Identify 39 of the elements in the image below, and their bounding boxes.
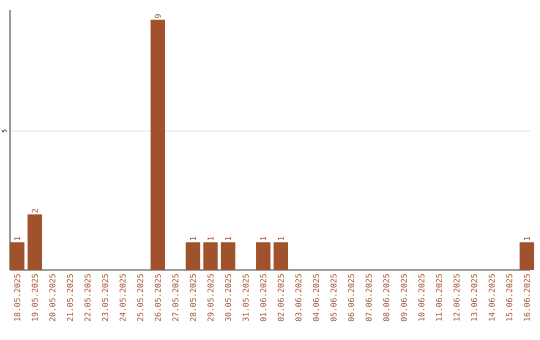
x-tick-label: 09.06.2025: [400, 274, 407, 322]
x-tick-label: 08.06.2025: [383, 274, 390, 322]
x-tick-label: 21.05.2025: [66, 274, 73, 322]
x-tick-label: 16.06.2025: [524, 274, 530, 321]
data-label: 1: [260, 236, 266, 240]
data-label: 1: [225, 236, 232, 240]
x-tick-label: 01.06.2025: [260, 274, 266, 322]
x-tick-label: 26.05.2025: [154, 274, 161, 322]
x-tick-label: 12.06.2025: [454, 274, 460, 321]
x-tick-label: 04.06.2025: [312, 274, 319, 322]
data-label: 2: [32, 209, 38, 213]
x-tick-label: 24.05.2025: [120, 274, 126, 322]
x-tick-label: 31.05.2025: [242, 274, 249, 322]
x-tick-label: 27.05.2025: [172, 274, 178, 322]
data-label: 1: [190, 236, 196, 240]
x-tick-label: 23.05.2025: [102, 274, 108, 322]
data-label: 9: [154, 14, 161, 18]
data-label: 1: [208, 236, 214, 240]
x-tick-label: 13.06.2025: [471, 274, 478, 321]
x-tick-label: 28.05.2025: [190, 274, 196, 322]
x-tick-label: 29.05.2025: [207, 274, 214, 322]
x-tick-label: 07.06.2025: [366, 274, 372, 322]
data-label: 1: [14, 236, 20, 240]
x-tick-label: 03.06.2025: [295, 274, 302, 322]
x-tick-label: 25.05.2025: [137, 274, 144, 322]
x-tick-label: 11.06.2025: [436, 274, 442, 321]
x-tick-label: 10.06.2025: [418, 274, 424, 321]
x-tick-label: 20.05.2025: [49, 274, 56, 322]
x-tick-label: 02.06.2025: [278, 274, 284, 322]
x-tick-label: 30.05.2025: [225, 274, 232, 322]
x-tick-label: 18.05.2025: [14, 274, 20, 321]
x-tick-label: 15.06.2025: [506, 274, 512, 321]
x-tick-label: 05.06.2025: [330, 274, 337, 322]
x-tick-label: 19.05.2025: [32, 274, 38, 321]
x-tick-label: 14.06.2025: [488, 274, 495, 321]
data-label: 1: [278, 236, 284, 240]
data-label: 1: [524, 236, 530, 240]
x-tick-label: 06.06.2025: [348, 274, 354, 322]
x-tick-label: 22.05.2025: [84, 274, 91, 322]
